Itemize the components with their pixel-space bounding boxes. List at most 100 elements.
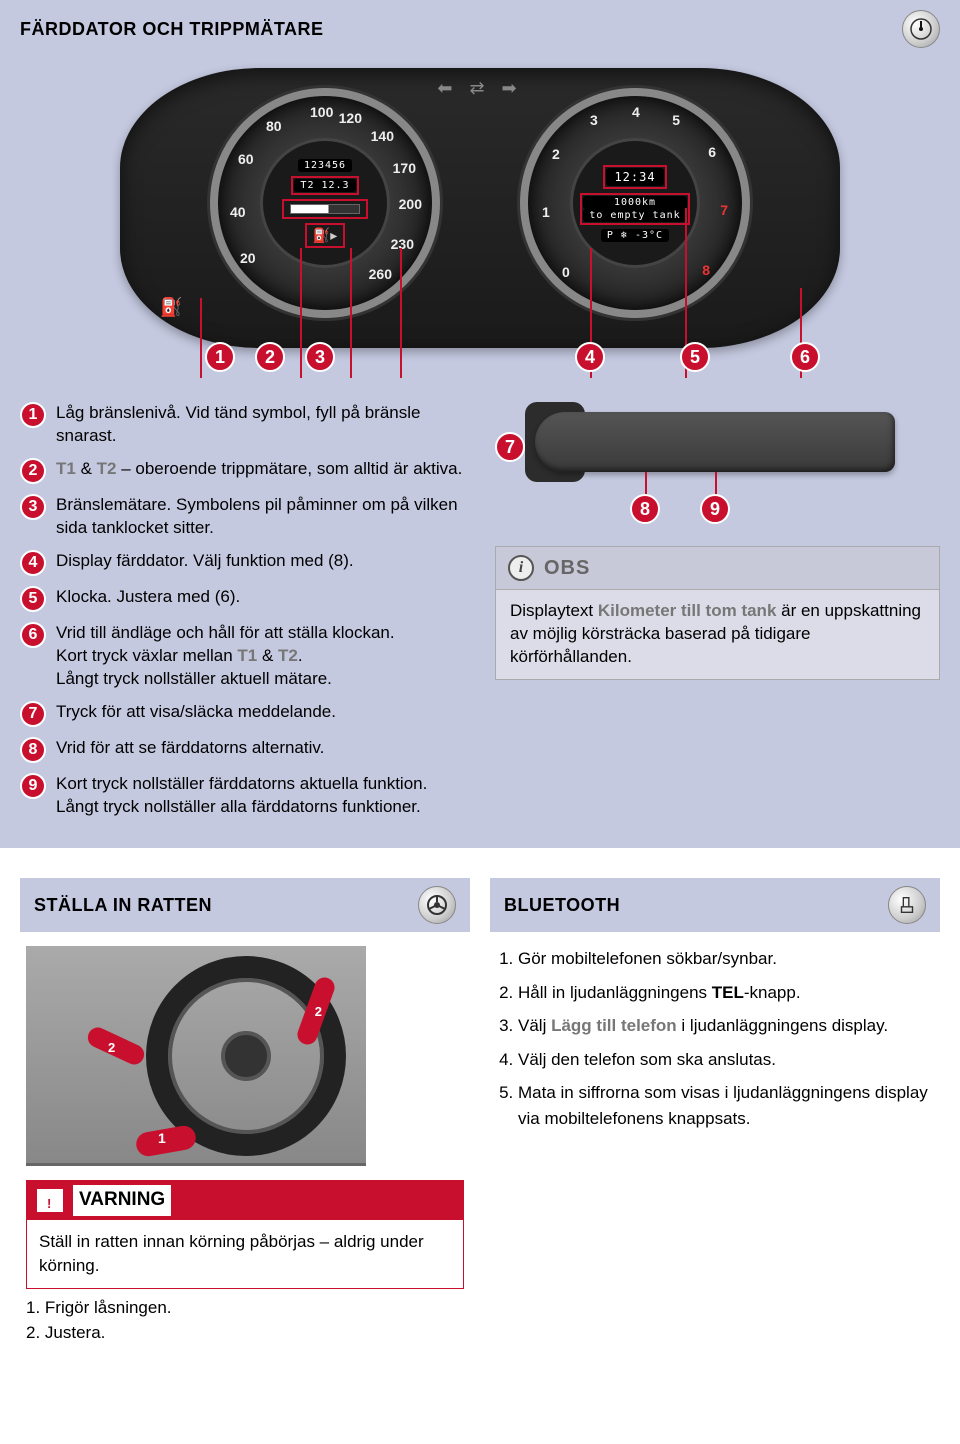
list-item: 2 T1 & T2 – oberoende trippmätare, som al…	[20, 458, 465, 484]
bluetooth-step: Välj Lägg till telefon i ljudanläggninge…	[518, 1013, 934, 1039]
item-bullet: 1	[20, 402, 46, 428]
arrow-label-1: 1	[158, 1128, 166, 1149]
list-item: 7Tryck för att visa/släcka meddelande.	[20, 701, 465, 727]
turn-indicator-icons: ⬅ ⇄ ➡	[437, 78, 522, 99]
fuel-pump-icon: ⛽▸	[305, 223, 345, 248]
item-text: Kort tryck nollställer färddatorns aktue…	[56, 773, 427, 819]
odometer-readout: 123456	[298, 159, 352, 172]
arrow-label-2b: 2	[315, 1002, 322, 1022]
list-item: 5 Klocka. Justera med (6).	[20, 586, 465, 612]
item-bullet: 8	[20, 737, 46, 763]
info-icon: i	[508, 555, 534, 581]
item-text: Display färddator. Välj funktion med (8)…	[56, 550, 354, 573]
tick-140: 140	[371, 128, 394, 144]
warning-body: Ställ in ratten innan körning påbörjas –…	[27, 1220, 463, 1288]
steering-panel-head: STÄLLA IN RATTEN	[20, 878, 470, 932]
item-bullet: 3	[20, 494, 46, 520]
steering-wheel-image: 1 2 2	[26, 946, 366, 1166]
callout-numbers-row: 1 2 3 4 5 6	[20, 342, 940, 392]
clock-readout: 12:34	[606, 168, 663, 186]
steering-panel: STÄLLA IN RATTEN 1 2 2 VARNING	[20, 878, 470, 1359]
rpm-1: 1	[542, 204, 550, 220]
list-item: 6 Vrid till ändläge och håll för att stäl…	[20, 622, 465, 691]
main-columns: 1 Låg bränslenivå. Vid tänd symbol, fyll …	[20, 392, 940, 828]
rpm-5: 5	[672, 112, 680, 128]
gauge-icon	[902, 10, 940, 48]
low-fuel-icon: ⛽	[160, 297, 182, 318]
warning-header: VARNING	[27, 1181, 463, 1220]
tick-20: 20	[240, 250, 256, 266]
list-item: 3 Bränslemätare. Symbolens pil påminner o…	[20, 494, 465, 540]
stalk-callout-9: 9	[700, 494, 730, 524]
item-text: Klocka. Justera med (6).	[56, 586, 240, 609]
callout-6: 6	[790, 342, 820, 372]
trip-readout: T2 12.3	[294, 179, 355, 192]
steering-step-2: 2. Justera.	[26, 1320, 464, 1346]
item-text: Låg bränslenivå. Vid tänd symbol, fyll p…	[56, 402, 465, 448]
obs-title: OBS	[544, 557, 590, 580]
main-header: FÄRDDATOR OCH TRIPPMÄTARE	[20, 10, 940, 48]
bluetooth-step: Välj den telefon som ska anslutas.	[518, 1047, 934, 1073]
callout-1: 1	[205, 342, 235, 372]
tick-40: 40	[230, 204, 246, 220]
item-bullet: 6	[20, 622, 46, 648]
rpm-7: 7	[720, 202, 728, 218]
list-item: 9 Kort tryck nollställer färddatorns aktu…	[20, 773, 465, 819]
steering-wheel-icon	[418, 886, 456, 924]
left-column: 1 Låg bränslenivå. Vid tänd symbol, fyll …	[20, 392, 465, 828]
list-item: 1 Låg bränslenivå. Vid tänd symbol, fyll …	[20, 402, 465, 448]
rpm-2: 2	[552, 146, 560, 162]
callout-4: 4	[575, 342, 605, 372]
bluetooth-step: Håll in ljudanläggningens TEL-knapp.	[518, 980, 934, 1006]
rpm-0: 0	[562, 264, 570, 280]
steering-title: STÄLLA IN RATTEN	[34, 895, 212, 916]
callout-5: 5	[680, 342, 710, 372]
steering-panel-body: 1 2 2 VARNING Ställ in ratten innan körn…	[20, 932, 470, 1359]
speedometer-gauge: 20 40 60 80 100 120 140 170 200 230 260 …	[210, 88, 440, 318]
tick-120: 120	[339, 110, 362, 126]
tick-60: 60	[238, 151, 254, 167]
rpm-8: 8	[702, 262, 710, 278]
range-label: to empty tank	[583, 209, 686, 222]
bluetooth-step: Gör mobiltelefonen sökbar/synbar.	[518, 946, 934, 972]
main-section: FÄRDDATOR OCH TRIPPMÄTARE	[0, 0, 960, 58]
right-column: 7 8 9 i OBS Displaytext Kilometer till t…	[495, 392, 940, 828]
item-bullet: 5	[20, 586, 46, 612]
tick-260: 260	[369, 266, 392, 282]
item-text: T1 & T2 – oberoende trippmätare, som all…	[56, 458, 462, 481]
rpm-3: 3	[590, 112, 598, 128]
rpm-4: 4	[632, 104, 640, 120]
steering-step-1: 1. Frigör låsningen.	[26, 1295, 464, 1321]
callout-2: 2	[255, 342, 285, 372]
status-readout: P ❄ -3°C	[601, 229, 669, 242]
list-item: 8Vrid för att se färddatorns alternativ.	[20, 737, 465, 763]
item-bullet: 4	[20, 550, 46, 576]
obs-box: i OBS Displaytext Kilometer till tom tan…	[495, 546, 940, 680]
bluetooth-steps: Gör mobiltelefonen sökbar/synbar. Håll in…	[496, 946, 934, 1131]
warning-title: VARNING	[73, 1185, 171, 1216]
warning-box: VARNING Ställ in ratten innan körning på…	[26, 1180, 464, 1288]
arrow-label-2a: 2	[108, 1038, 115, 1058]
tick-100: 100	[310, 104, 333, 120]
bluetooth-panel-body: Gör mobiltelefonen sökbar/synbar. Håll in…	[490, 932, 940, 1153]
stalk-callout-8: 8	[630, 494, 660, 524]
tachometer-gauge: 0 1 2 3 4 5 6 7 8 12:34 1000km to empty …	[520, 88, 750, 318]
rpm-6: 6	[708, 144, 716, 160]
item-text: Vrid till ändläge och håll för att ställ…	[56, 622, 395, 691]
tick-230: 230	[391, 236, 414, 252]
tick-170: 170	[393, 160, 416, 176]
bluetooth-step: Mata in siffrorna som visas i ljudanlägg…	[518, 1080, 934, 1131]
item-bullet: 2	[20, 458, 46, 484]
item-text: Tryck för att visa/släcka meddelande.	[56, 701, 336, 724]
stalk-callout-7: 7	[495, 432, 525, 462]
obs-body: Displaytext Kilometer till tom tank är e…	[496, 590, 939, 679]
item-bullet: 9	[20, 773, 46, 799]
obs-header: i OBS	[496, 547, 939, 590]
tick-200: 200	[399, 196, 422, 212]
item-text: Bränslemätare. Symbolens pil påminner om…	[56, 494, 465, 540]
bluetooth-panel: BLUETOOTH Gör mobiltelefonen sökbar/synb…	[490, 878, 940, 1359]
list-item: 4 Display färddator. Välj funktion med (8…	[20, 550, 465, 576]
range-km: 1000km	[583, 196, 686, 209]
left-gauge-display: 123456 T2 12.3 ⛽▸	[260, 138, 390, 268]
seat-icon	[888, 886, 926, 924]
